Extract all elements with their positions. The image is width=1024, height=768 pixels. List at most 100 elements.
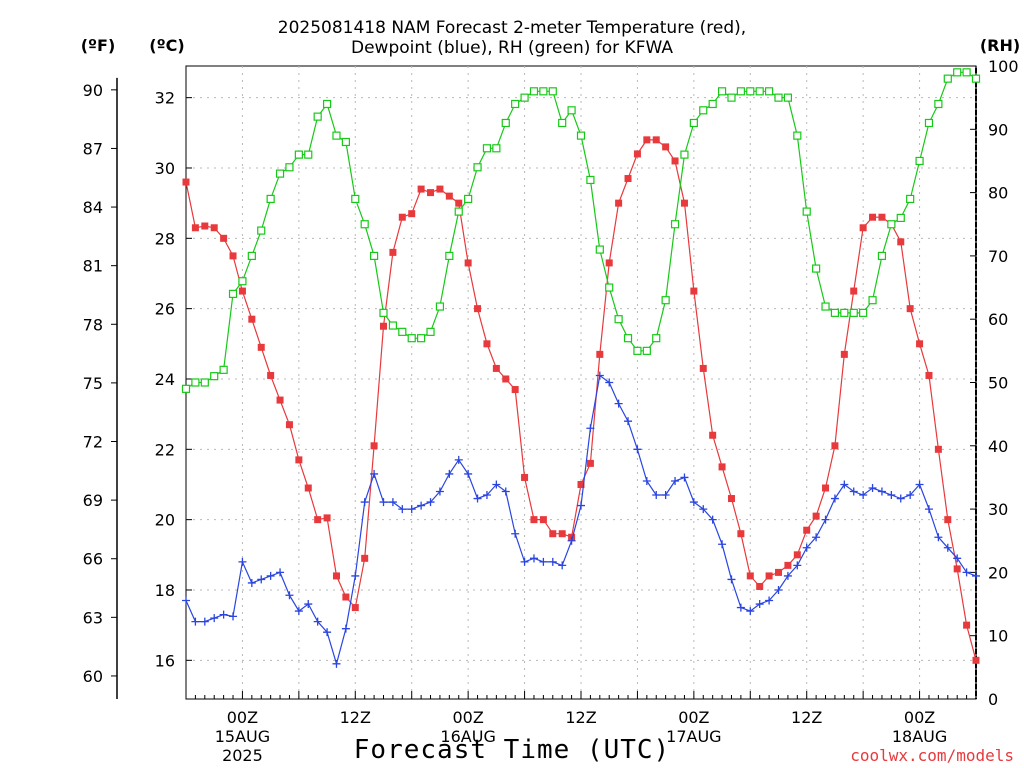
x-tick-label: 00Z xyxy=(452,708,483,727)
dewpoint-point xyxy=(896,494,905,503)
rh-point xyxy=(877,251,887,260)
rh-axis-label: (RH) xyxy=(980,36,1020,55)
temperature-point xyxy=(652,136,660,144)
rh-point xyxy=(755,87,764,96)
temperature-point xyxy=(257,343,265,351)
rh-point xyxy=(454,207,463,216)
temperature-point xyxy=(323,514,331,522)
dewpoint-point xyxy=(567,536,576,545)
x-tick-date-label: 16AUG xyxy=(440,727,495,746)
credit-link[interactable]: coolwx.com/models xyxy=(850,746,1014,765)
dewpoint-point xyxy=(520,557,529,566)
rh-point xyxy=(567,106,576,115)
dewpoint-point xyxy=(351,571,360,580)
rh-point xyxy=(341,137,350,147)
dewpoint-point xyxy=(548,557,557,566)
temperature-point xyxy=(662,143,670,151)
x-tick-label: 00Z xyxy=(904,708,935,727)
dewpoint-point xyxy=(774,585,783,594)
rh-tick-label: 10 xyxy=(988,627,1008,646)
celsius-tick-label: 20 xyxy=(155,511,175,530)
rh-point xyxy=(200,378,209,387)
rh-point xyxy=(840,308,849,317)
rh-point xyxy=(417,334,426,343)
x-tick-year-label: 2025 xyxy=(222,746,263,765)
dewpoint-point xyxy=(812,533,821,542)
temperature-point xyxy=(182,178,190,186)
celsius-tick-label: 24 xyxy=(155,370,175,389)
rh-point xyxy=(313,112,322,121)
temperature-point xyxy=(906,305,914,313)
rh-point xyxy=(633,346,642,355)
rh-point xyxy=(783,93,793,102)
temperature-point xyxy=(332,572,340,580)
rh-point xyxy=(614,315,623,324)
rh-point xyxy=(774,93,783,102)
rh-point xyxy=(699,106,708,115)
dewpoint-point xyxy=(323,628,332,637)
celsius-tick-label: 22 xyxy=(155,440,175,459)
rh-line xyxy=(185,71,977,390)
rh-point xyxy=(520,93,529,102)
fahrenheit-tick-label: 90 xyxy=(83,81,103,100)
temperature-point xyxy=(502,375,510,383)
celsius-tick-label: 32 xyxy=(155,89,175,108)
rh-point xyxy=(586,175,595,185)
dewpoint-point xyxy=(388,498,397,507)
rh-point xyxy=(464,194,473,204)
temperature-point xyxy=(916,340,924,348)
temperature-point xyxy=(549,530,557,538)
rh-point xyxy=(511,99,520,109)
temperature-point xyxy=(238,287,246,295)
rh-point xyxy=(548,87,557,96)
dewpoint-point xyxy=(229,612,238,621)
temperature-point xyxy=(765,572,773,580)
dewpoint-point xyxy=(558,561,567,570)
fahrenheit-tick-label: 81 xyxy=(83,257,103,276)
dewpoint-point xyxy=(539,557,548,566)
celsius-tick-label: 26 xyxy=(155,300,175,319)
rh-point xyxy=(473,163,482,172)
temperature-point xyxy=(944,516,952,524)
dewpoint-point xyxy=(972,571,980,580)
rh-point xyxy=(717,87,727,96)
dewpoint-point xyxy=(802,543,811,552)
temperature-point xyxy=(859,224,867,232)
temperature-point xyxy=(586,459,594,467)
rh-point xyxy=(934,99,943,109)
rh-point xyxy=(266,194,275,204)
temperature-point xyxy=(220,234,228,242)
temperature-point xyxy=(455,199,463,207)
rh-point xyxy=(228,289,238,298)
dewpoint-point xyxy=(633,445,642,454)
rh-point xyxy=(360,220,369,229)
rh-point xyxy=(623,334,633,343)
dewpoint-point xyxy=(435,487,444,496)
temperature-point xyxy=(934,445,942,453)
dewpoint-point xyxy=(407,505,416,514)
temperature-point xyxy=(267,371,275,379)
rh-point xyxy=(736,87,745,96)
rh-point xyxy=(859,308,868,317)
temperature-point xyxy=(427,189,435,197)
rh-point xyxy=(915,156,924,166)
rh-point xyxy=(219,365,228,374)
rh-point xyxy=(924,118,934,128)
temperature-point xyxy=(408,210,416,218)
temperature-point xyxy=(897,238,905,246)
dewpoint-point xyxy=(426,498,435,507)
temperature-point xyxy=(492,364,500,372)
fahrenheit-tick-label: 60 xyxy=(83,667,103,686)
celsius-tick-label: 16 xyxy=(155,651,175,670)
dewpoint-point xyxy=(765,596,774,605)
dewpoint-point xyxy=(529,554,538,563)
dewpoint-point xyxy=(219,610,228,619)
x-tick-label: 00Z xyxy=(678,708,709,727)
rh-point xyxy=(435,302,445,311)
temperature-point xyxy=(295,456,303,464)
dewpoint-point xyxy=(473,494,482,503)
dewpoint-point xyxy=(642,476,651,485)
dewpoint-point xyxy=(464,469,473,478)
rh-point xyxy=(642,346,651,355)
